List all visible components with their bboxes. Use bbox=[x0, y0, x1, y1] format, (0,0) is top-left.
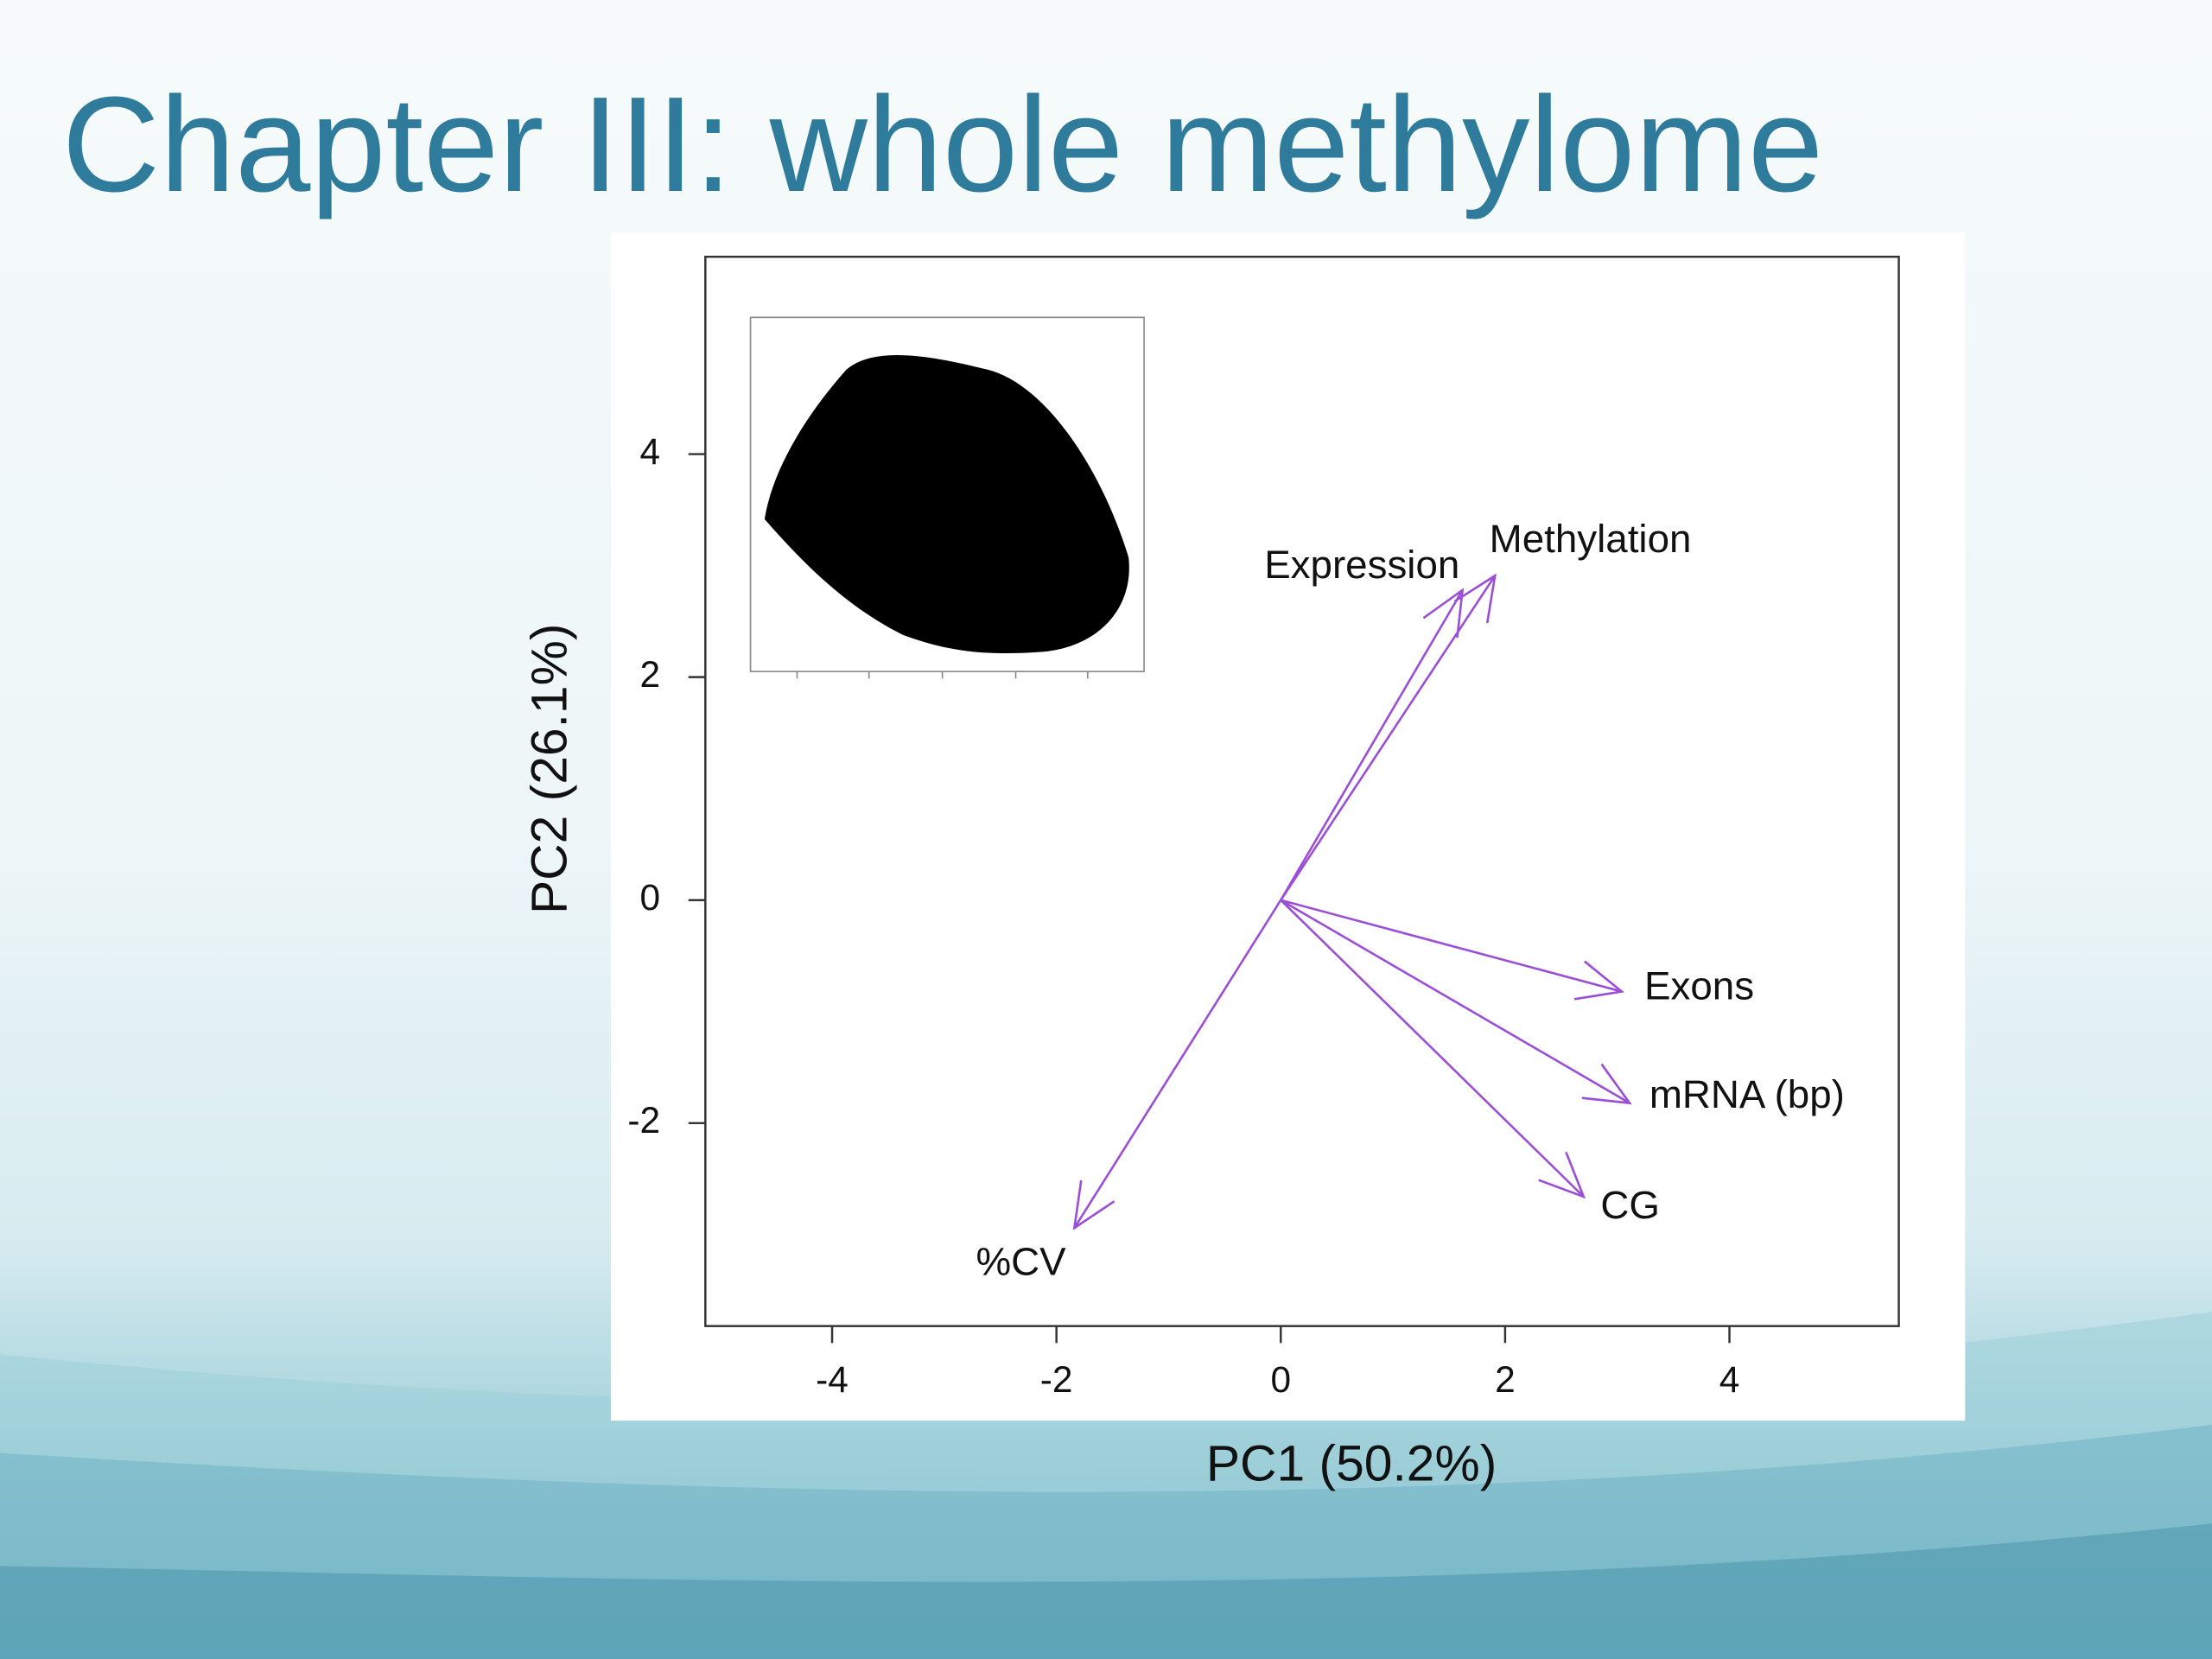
arrow-head bbox=[1573, 960, 1625, 1001]
loading-arrow bbox=[1280, 575, 1497, 901]
inset-scatter bbox=[764, 354, 1129, 654]
x-tick-label: 2 bbox=[1495, 1359, 1516, 1400]
wave bbox=[0, 1523, 2212, 1659]
loading-arrow bbox=[1280, 899, 1623, 993]
x-tick-label: -4 bbox=[816, 1359, 849, 1400]
y-tick-label: 4 bbox=[639, 431, 660, 472]
y-axis-label: PC2 (26.1%) bbox=[522, 624, 578, 914]
loading-arrow bbox=[1280, 899, 1585, 1198]
loading-arrow bbox=[1280, 899, 1630, 1104]
arrow-head bbox=[1422, 588, 1465, 639]
arrow-label: %CV bbox=[976, 1240, 1066, 1284]
loading-arrow bbox=[1280, 589, 1464, 901]
arrow-label: CG bbox=[1600, 1183, 1660, 1227]
y-tick-label: 0 bbox=[639, 877, 660, 918]
arrow-label: Expression bbox=[1264, 543, 1459, 587]
loading-arrow bbox=[1073, 899, 1282, 1229]
x-tick-label: 0 bbox=[1270, 1359, 1291, 1400]
arrow-head bbox=[1072, 1179, 1116, 1230]
arrow-head bbox=[1581, 1063, 1632, 1105]
inset-ticks bbox=[796, 671, 1089, 679]
y-tick-label: 2 bbox=[639, 654, 660, 695]
x-tick-label: 4 bbox=[1719, 1359, 1740, 1400]
plot-frame bbox=[704, 255, 1900, 1327]
arrow-head bbox=[1453, 573, 1497, 624]
slide-title: Chapter III: whole methylome bbox=[62, 69, 1823, 220]
x-tick-label: -2 bbox=[1040, 1359, 1073, 1400]
arrow-label: Methylation bbox=[1490, 517, 1692, 561]
x-axis-label: PC1 (50.2%) bbox=[1206, 1435, 1497, 1491]
arrow-label: mRNA (bp) bbox=[1649, 1072, 1845, 1116]
y-tick-label: -2 bbox=[627, 1100, 660, 1141]
arrow-label: Exons bbox=[1644, 963, 1754, 1007]
arrow-head bbox=[1538, 1151, 1586, 1199]
